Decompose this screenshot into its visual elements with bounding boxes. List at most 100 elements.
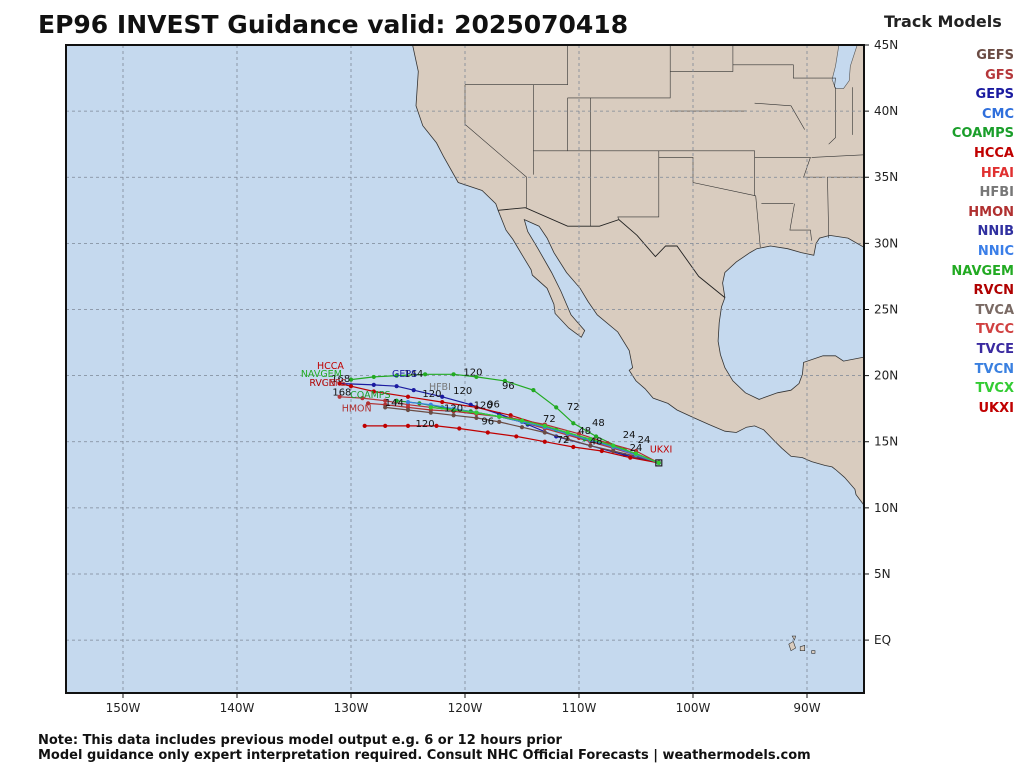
legend-item-nnib: NNIB <box>977 224 1014 240</box>
legend: GEFS GFS GEPS CMC COAMPS HCCA HFAI HFBI HMON NNIB… <box>894 46 1014 418</box>
storm-origin-marker <box>655 459 663 467</box>
track-point <box>519 425 525 430</box>
state-border <box>670 45 734 72</box>
forecast-hour-label: 120 <box>453 386 472 397</box>
chart-title: EP96 INVEST Guidance valid: 2025070418 <box>38 10 629 39</box>
track-model-label: HFBI <box>429 382 451 393</box>
track-point <box>565 430 570 435</box>
track-point <box>362 423 367 428</box>
track-model-label: HMON <box>342 403 372 414</box>
track-point <box>348 377 354 382</box>
lat-tick-label: 30N <box>874 236 898 250</box>
state-border <box>464 84 527 208</box>
legend-item-cmc: CMC <box>981 106 1014 122</box>
track-point <box>434 423 439 428</box>
state-border <box>755 195 761 248</box>
island <box>791 635 796 641</box>
forecast-hour-label: 96 <box>487 399 500 410</box>
track-ukxi <box>364 425 659 464</box>
forecast-hour-label: 48 <box>578 426 591 437</box>
forecast-hour-label: 72 <box>567 402 580 413</box>
track-point <box>383 398 388 403</box>
legend-item-tvce: TVCE <box>976 341 1014 357</box>
track-model-label: GEPS <box>392 369 417 380</box>
track-point <box>599 448 604 454</box>
track-point <box>514 434 519 439</box>
track-point <box>337 381 342 386</box>
legend-item-hfai: HFAI <box>980 165 1014 181</box>
lon-tick-label: 120W <box>448 701 483 715</box>
track-point <box>371 374 376 380</box>
legend-item-tvca: TVCA <box>975 302 1014 318</box>
track-point <box>611 448 616 454</box>
track-point <box>451 413 456 418</box>
state-border <box>658 157 756 197</box>
track-point <box>554 405 559 410</box>
legend-item-coamps: COAMPS <box>951 126 1014 142</box>
lat-tick-label: 35N <box>874 170 898 184</box>
track-point <box>394 384 399 389</box>
track-point <box>576 431 582 436</box>
forecast-hour-label: 24 <box>630 443 643 454</box>
lon-tick-label: 110W <box>562 701 597 715</box>
track-point <box>405 407 411 413</box>
lon-tick-label: 100W <box>676 701 711 715</box>
state-border <box>754 102 805 130</box>
track-point <box>405 394 411 399</box>
state-border <box>811 154 864 158</box>
track-point <box>628 455 633 460</box>
state-border <box>789 203 812 241</box>
legend-item-hmon: HMON <box>968 204 1014 220</box>
track-point <box>571 421 576 426</box>
track-point <box>348 384 354 389</box>
track-point <box>405 423 411 428</box>
track-point <box>423 372 428 377</box>
track-point <box>337 394 342 399</box>
us-mexico-border <box>498 207 726 298</box>
state-border <box>732 64 836 88</box>
state-border <box>567 150 660 220</box>
track-tvcn <box>407 401 659 464</box>
lat-tick-label: 15N <box>874 435 898 449</box>
footer-line-1: Note: This data includes previous model … <box>38 733 562 748</box>
track-point <box>542 423 547 428</box>
lat-tick-label: 5N <box>874 567 891 581</box>
legend-item-navgem: NAVGEM <box>951 263 1014 279</box>
forecast-hour-label: 120 <box>444 403 463 414</box>
legend-item-hcca: HCCA <box>973 145 1014 161</box>
forecast-hour-label: 96 <box>502 381 515 392</box>
track-point <box>474 374 479 380</box>
track-point <box>485 430 490 435</box>
track-point <box>474 410 479 415</box>
track-point <box>565 436 570 442</box>
forecast-hour-label: 120 <box>416 419 435 430</box>
track-point <box>531 388 536 393</box>
track-point <box>542 430 547 435</box>
track-point <box>497 414 502 419</box>
track-point <box>411 388 416 393</box>
track-model-label: COAMPS <box>350 390 390 401</box>
lat-tick-label: 10N <box>874 501 898 515</box>
track-point <box>371 382 376 387</box>
track-model-label: HCCA <box>317 361 344 372</box>
legend-item-rvcn: RVCN <box>973 283 1015 299</box>
track-point <box>394 398 399 403</box>
state-border <box>828 87 836 145</box>
forecast-hour-label: 120 <box>422 389 441 400</box>
track-point <box>394 373 399 378</box>
forecast-hour-label: 168 <box>332 387 351 398</box>
track-point <box>474 415 479 421</box>
track-point <box>383 423 388 428</box>
track-point <box>502 378 507 384</box>
state-border <box>827 176 864 239</box>
forecast-hour-label: 24 <box>623 430 636 441</box>
track-point <box>594 434 599 439</box>
legend-item-ukxi: UKXI <box>978 400 1015 416</box>
track-point <box>633 451 639 456</box>
legend-item-tvcc: TVCC <box>975 322 1014 338</box>
track-point <box>451 407 456 413</box>
track-point <box>571 444 576 450</box>
forecast-hour-label: 144 <box>404 369 423 380</box>
lat-tick-label: EQ <box>874 633 891 647</box>
